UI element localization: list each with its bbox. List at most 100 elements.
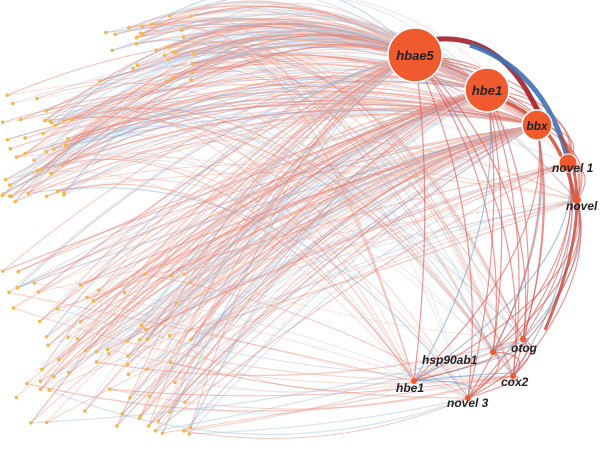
edge [116, 54, 416, 427]
edge [140, 6, 488, 91]
edge [140, 89, 488, 417]
edge [189, 397, 469, 435]
minor-node [115, 424, 119, 428]
minor-node [144, 367, 149, 371]
edge [93, 89, 488, 302]
node [558, 153, 578, 173]
node [464, 67, 510, 113]
edge [16, 89, 488, 289]
edge [175, 23, 416, 56]
edge [190, 89, 488, 428]
edge [1, 30, 416, 196]
edge [155, 162, 569, 432]
minor-node [16, 269, 20, 274]
edge [145, 162, 569, 331]
edge [65, 111, 569, 164]
edge [36, 29, 416, 172]
edge [151, 20, 524, 340]
edge [48, 124, 538, 391]
minor-node [166, 45, 171, 49]
edge [172, 42, 514, 377]
edge [148, 89, 488, 427]
edge [40, 162, 569, 390]
edge [128, 89, 488, 375]
edge [127, 89, 488, 357]
edge [184, 124, 538, 403]
edge [192, 53, 524, 340]
edge [50, 80, 488, 175]
minor-node [85, 295, 89, 300]
minor-node [32, 281, 37, 285]
minor-node [94, 349, 99, 354]
edge [67, 100, 538, 140]
edge [14, 34, 416, 202]
edge [53, 89, 488, 378]
edge [144, 273, 469, 399]
minor-node [160, 431, 165, 435]
edge [30, 338, 524, 424]
edge [172, 36, 488, 91]
edge [47, 89, 488, 346]
edge [3, 80, 488, 195]
edge [46, 54, 416, 338]
minor-node [40, 367, 44, 372]
minor-node [35, 96, 39, 101]
edge [105, 29, 469, 399]
edge [38, 124, 538, 293]
node [387, 27, 443, 83]
edge [96, 89, 488, 363]
edge [9, 91, 538, 186]
minor-node [110, 48, 115, 53]
edge [5, 158, 514, 377]
edge [26, 124, 538, 384]
edge [48, 199, 578, 391]
edge [38, 54, 416, 293]
node-label: otog [511, 341, 538, 355]
edge [112, 28, 416, 56]
minor-node [44, 335, 49, 339]
node [520, 336, 526, 342]
edge [95, 54, 416, 353]
edge [166, 68, 415, 382]
minor-node [106, 351, 111, 356]
minor-node [0, 269, 5, 273]
minor-node [153, 428, 158, 433]
minor-node [190, 61, 195, 66]
edge [172, 61, 524, 340]
edge [63, 44, 416, 194]
minor-node [48, 119, 52, 123]
minor-node [36, 290, 41, 294]
edge [413, 89, 492, 382]
edge [63, 37, 416, 194]
edge [170, 54, 416, 363]
minor-node [44, 149, 49, 154]
node [411, 378, 417, 384]
edge [9, 113, 538, 197]
edge [109, 375, 514, 397]
edge [168, 38, 488, 91]
edge [13, 89, 488, 309]
edge [127, 89, 488, 357]
minor-node [113, 32, 118, 37]
minor-node [154, 48, 158, 52]
edge [17, 89, 488, 273]
edge [191, 28, 416, 73]
edge [124, 124, 538, 293]
edge [17, 124, 538, 289]
edge [137, 50, 514, 377]
edge [112, 18, 416, 56]
edge [109, 375, 514, 410]
edge [107, 162, 569, 350]
minor-node [23, 151, 28, 156]
minor-node [66, 370, 71, 375]
edge [42, 94, 538, 135]
edge [2, 83, 538, 126]
minor-node [55, 189, 60, 194]
edge [46, 113, 538, 197]
node [465, 395, 471, 401]
edge [20, 108, 524, 340]
minor-node [96, 288, 101, 292]
edge [512, 338, 532, 377]
